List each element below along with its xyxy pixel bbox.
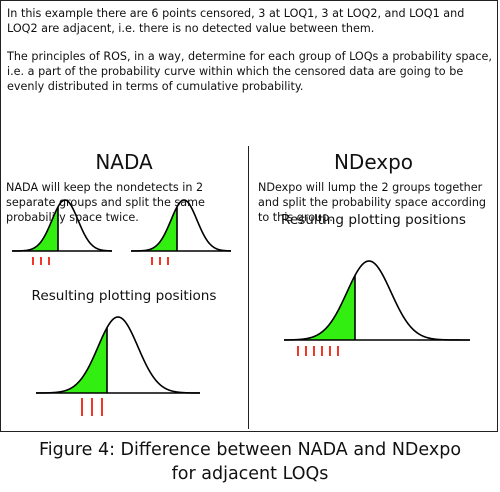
nada-curve-1: [12, 199, 113, 265]
shaded-probability-area: [284, 275, 355, 340]
bell-curve: [12, 199, 113, 252]
diagram-frame: [0, 0, 498, 432]
ndexpo-result-curve: [284, 260, 470, 356]
caption-line-2: for adjacent LOQs: [171, 464, 329, 484]
intro-paragraph-2: The principles of ROS, in a way, determi…: [7, 50, 492, 93]
intro-paragraph-1: In this example there are 6 points censo…: [7, 7, 465, 35]
nada-curve-2: [131, 199, 232, 265]
shaded-probability-area: [131, 206, 177, 251]
ndexpo-result-label: Resulting plotting positions: [281, 212, 466, 228]
intro-text: In this example there are 6 points censo…: [7, 6, 493, 107]
shaded-probability-area: [36, 327, 107, 393]
nada-description: NADA will keep the nondetects in 2 separ…: [6, 181, 205, 224]
shaded-probability-area: [12, 206, 58, 251]
caption-line-1: Figure 4: Difference between NADA and ND…: [38, 440, 462, 460]
bell-curve: [284, 260, 470, 341]
nada-heading: NADA: [95, 150, 153, 174]
panel-divider: [248, 146, 249, 429]
nada-result-label: Resulting plotting positions: [31, 288, 217, 304]
bell-curve: [36, 316, 200, 394]
ndexpo-heading: NDexpo: [333, 150, 414, 174]
ndexpo-description: NDexpo will lump the 2 groups together a…: [258, 181, 487, 224]
figure-caption: Figure 4: Difference between NADA and ND…: [0, 438, 500, 486]
bell-curve: [131, 199, 232, 252]
nada-result-curve: [36, 316, 200, 416]
